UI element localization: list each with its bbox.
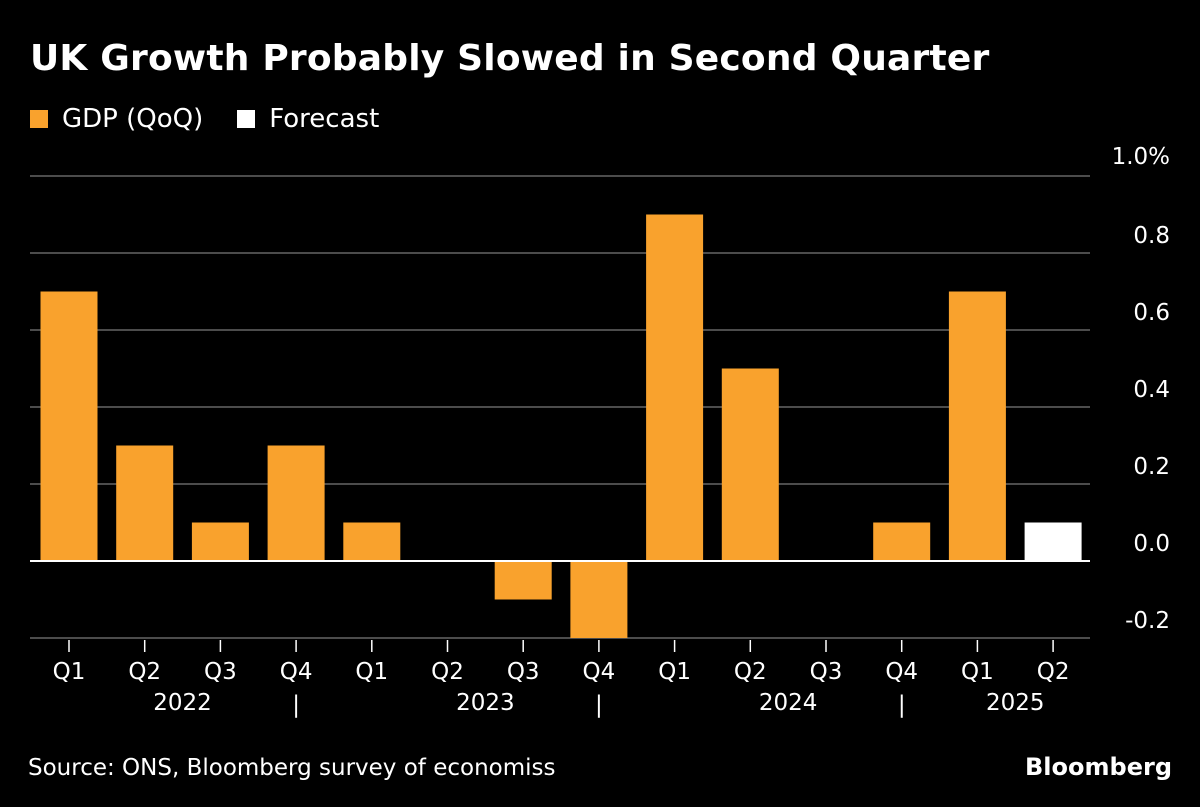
legend-label-forecast: Forecast (269, 104, 380, 134)
legend-label-gdp: GDP (QoQ) (62, 104, 204, 134)
x-tick-label: Q4 (583, 659, 616, 685)
y-tick-label: 0.2 (1133, 454, 1170, 480)
x-tick-label: Q3 (204, 659, 237, 685)
bar-gdp (40, 291, 98, 561)
year-label: 2022 (153, 690, 212, 716)
bar-forecast (1024, 522, 1082, 561)
legend-item-forecast: Forecast (237, 104, 379, 134)
year-separator: | (595, 692, 603, 718)
chart-title: UK Growth Probably Slowed in Second Quar… (30, 38, 990, 79)
legend-swatch-gdp (30, 110, 48, 128)
y-tick-label: 0.8 (1133, 223, 1170, 249)
x-tick-label: Q1 (961, 659, 994, 685)
bar-gdp (948, 291, 1006, 561)
bar-gdp (646, 214, 704, 561)
x-tick-label: Q1 (53, 659, 86, 685)
year-separator: | (292, 692, 300, 718)
bar-gdp (267, 445, 325, 561)
y-tick-label: -0.2 (1125, 608, 1170, 634)
year-separator: | (898, 692, 906, 718)
y-tick-label: 1.0% (1112, 144, 1170, 170)
x-tick-label: Q3 (810, 659, 843, 685)
year-label: 2023 (456, 690, 515, 716)
bar-gdp (343, 522, 401, 561)
legend-item-gdp: GDP (QoQ) (30, 104, 203, 134)
bar-gdp (494, 561, 552, 600)
x-tick-label: Q2 (1037, 659, 1070, 685)
year-label: 2025 (986, 690, 1045, 716)
source-note: Source: ONS, Bloomberg survey of economi… (28, 755, 556, 781)
x-tick-label: Q2 (431, 659, 464, 685)
x-tick-label: Q1 (355, 659, 388, 685)
bar-gdp (873, 522, 931, 561)
x-tick-label: Q4 (280, 659, 313, 685)
year-label: 2024 (759, 690, 818, 716)
legend: GDP (QoQ) Forecast (30, 104, 413, 134)
bar-gdp (116, 445, 174, 561)
bar-gdp (191, 522, 249, 561)
bar-gdp (570, 561, 628, 638)
y-tick-label: 0.4 (1133, 377, 1170, 403)
brand-logo: Bloomberg (1025, 753, 1172, 781)
x-tick-label: Q3 (507, 659, 540, 685)
x-tick-label: Q4 (885, 659, 918, 685)
x-tick-label: Q1 (658, 659, 691, 685)
y-tick-label: 0.6 (1133, 300, 1170, 326)
x-tick-label: Q2 (128, 659, 161, 685)
y-tick-label: 0.0 (1133, 531, 1170, 557)
legend-swatch-forecast (237, 110, 256, 128)
bar-gdp (721, 368, 779, 561)
x-tick-label: Q2 (734, 659, 767, 685)
